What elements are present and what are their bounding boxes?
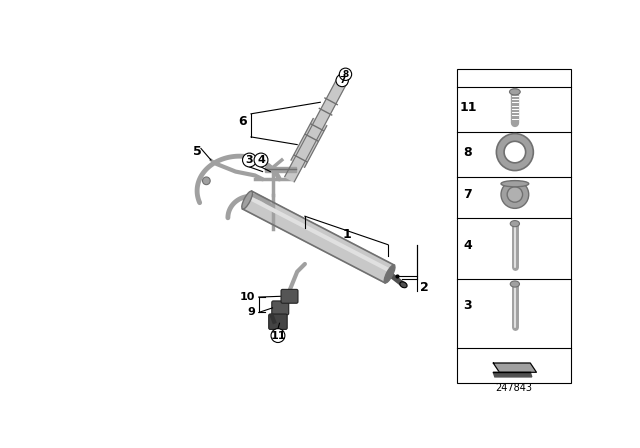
Text: 11: 11: [270, 331, 285, 340]
Text: 9: 9: [247, 307, 255, 318]
Text: 10: 10: [239, 292, 255, 302]
Text: 8: 8: [342, 70, 349, 79]
FancyBboxPatch shape: [272, 301, 289, 315]
Text: 2: 2: [420, 280, 429, 293]
Circle shape: [336, 74, 348, 86]
Circle shape: [497, 134, 533, 171]
Text: 4: 4: [463, 239, 472, 252]
Ellipse shape: [501, 181, 529, 187]
Ellipse shape: [510, 281, 520, 287]
Polygon shape: [243, 191, 394, 283]
Text: 6: 6: [239, 115, 247, 128]
Text: 247843: 247843: [495, 383, 532, 392]
Circle shape: [271, 329, 285, 343]
Circle shape: [339, 68, 351, 81]
Text: 5: 5: [193, 145, 202, 158]
Circle shape: [507, 187, 523, 202]
Bar: [457, 69, 570, 383]
Ellipse shape: [202, 177, 210, 185]
Text: 7: 7: [463, 188, 472, 201]
Ellipse shape: [242, 191, 253, 209]
Circle shape: [501, 181, 529, 208]
Circle shape: [243, 153, 257, 167]
Text: 7: 7: [339, 76, 346, 85]
Text: 4: 4: [257, 155, 265, 165]
Ellipse shape: [509, 89, 520, 95]
Text: 3: 3: [246, 155, 253, 165]
FancyBboxPatch shape: [281, 289, 298, 303]
Text: 3: 3: [463, 299, 472, 312]
Ellipse shape: [384, 265, 395, 283]
Ellipse shape: [510, 220, 520, 227]
Polygon shape: [291, 118, 327, 167]
Polygon shape: [493, 363, 536, 372]
Polygon shape: [265, 167, 296, 172]
Circle shape: [254, 153, 268, 167]
Ellipse shape: [400, 282, 407, 288]
Polygon shape: [285, 73, 349, 182]
Circle shape: [504, 141, 525, 163]
Text: 1: 1: [342, 228, 351, 241]
FancyBboxPatch shape: [269, 314, 287, 329]
Text: 8: 8: [463, 146, 472, 159]
Polygon shape: [493, 372, 532, 377]
Text: 11: 11: [459, 101, 477, 114]
